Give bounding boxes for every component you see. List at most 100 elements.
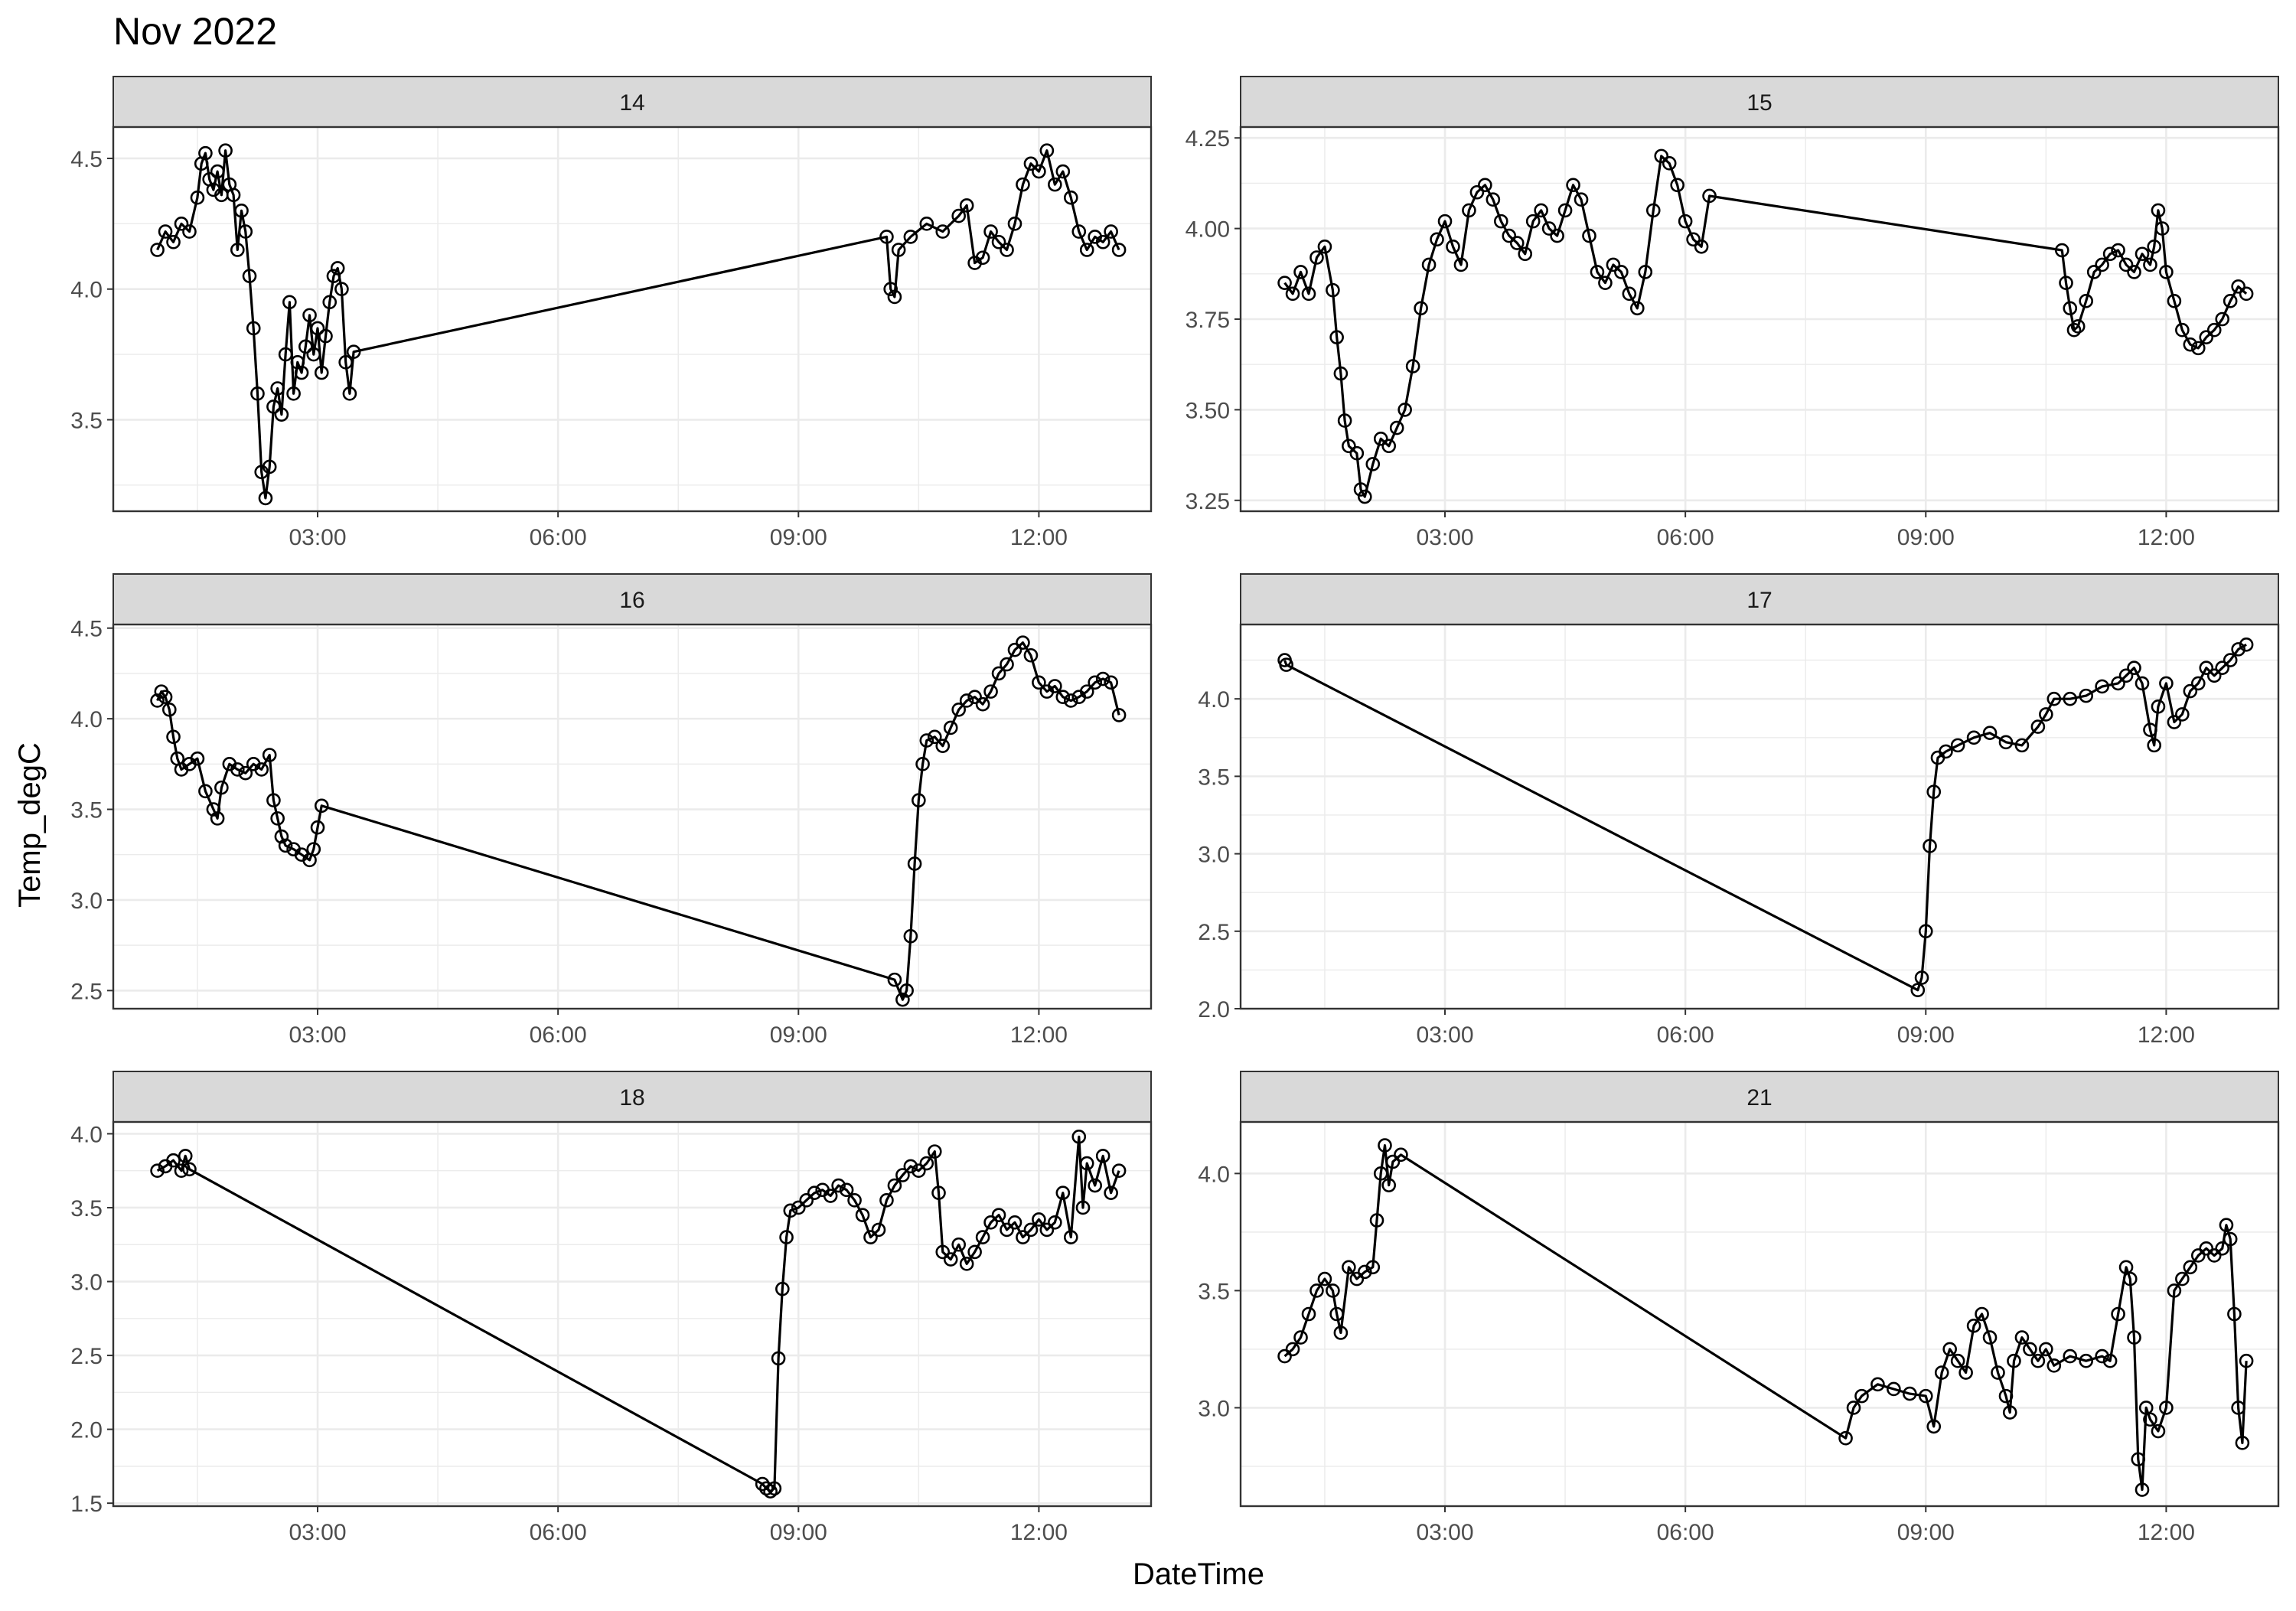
data-point	[1509, 236, 1525, 250]
data-point	[2154, 221, 2170, 236]
x-tick-label: 12:00	[1010, 1022, 1068, 1048]
data-point	[871, 1222, 886, 1238]
data-point	[1854, 1388, 1869, 1404]
data-point	[1342, 1260, 1356, 1275]
data-point	[1462, 203, 1476, 218]
data-point	[230, 243, 245, 257]
data-point	[2159, 265, 2174, 279]
panel-15: 15 03:00 06:00 09:00 12:00 3.25 3.50 3.75 4.00 4.…	[1186, 76, 2280, 550]
data-point	[2102, 246, 2118, 262]
data-point	[2023, 1342, 2037, 1357]
data-point	[1104, 1185, 1118, 1200]
data-point	[1910, 983, 1926, 998]
x-tick-label: 09:00	[1897, 1022, 1955, 1048]
y-tick-label: 3.5	[70, 1196, 103, 1221]
data-point	[2239, 1353, 2254, 1368]
data-point	[2039, 1342, 2053, 1357]
data-point	[1016, 177, 1030, 192]
data-point	[1638, 265, 1653, 279]
y-tick-label: 3.50	[1186, 398, 1230, 423]
data-point	[1016, 1230, 1030, 1244]
data-point	[839, 1182, 854, 1198]
data-point	[2014, 1330, 2030, 1345]
data-point	[1378, 1138, 1392, 1153]
data-point	[1007, 217, 1022, 231]
data-point	[887, 289, 902, 305]
data-point	[2215, 311, 2230, 327]
data-point	[951, 702, 966, 717]
data-point	[2059, 276, 2073, 290]
y-tick-label: 3.5	[70, 408, 103, 433]
data-point	[1055, 1185, 1071, 1200]
data-point	[1606, 257, 1621, 272]
data-point	[1277, 1348, 1292, 1364]
data-point	[2095, 679, 2109, 694]
data-point	[1541, 221, 1557, 236]
data-point	[1582, 228, 1596, 243]
panels-layer: 14 03:00 06:00 09:00 12:00 3.5 4.0 4.5 15 03:00 06…	[70, 76, 2280, 1545]
data-point	[1453, 257, 1469, 272]
data-point	[2175, 1271, 2190, 1287]
panel-21: 21 03:00 06:00 09:00 12:00 3.0 3.5 4.0	[1198, 1071, 2280, 1545]
facet-strip-label: 21	[1746, 1085, 1772, 1110]
data-point	[1095, 671, 1110, 686]
x-tick-label: 09:00	[770, 1520, 827, 1545]
data-point	[1285, 286, 1300, 302]
data-point	[1007, 642, 1022, 657]
y-tick-label: 4.0	[70, 1122, 103, 1147]
data-point	[286, 386, 301, 401]
data-point	[2219, 1218, 2234, 1232]
panel-border	[112, 126, 1153, 513]
data-point	[158, 224, 173, 239]
y-tick-label: 4.00	[1186, 217, 1230, 243]
data-point	[346, 344, 361, 359]
data-point	[2030, 719, 2046, 734]
data-point	[931, 1185, 946, 1200]
panel-border	[1239, 1120, 2280, 1508]
data-point	[2167, 294, 2182, 308]
data-point	[2231, 642, 2245, 657]
data-point	[1397, 403, 1412, 417]
data-point	[2199, 1241, 2214, 1256]
data-point	[771, 1351, 786, 1366]
data-point	[755, 1476, 770, 1492]
data-point	[1950, 1353, 1965, 1368]
data-point	[254, 762, 269, 777]
data-point	[919, 217, 934, 231]
x-axis-title: DateTime	[1133, 1557, 1264, 1591]
data-point	[1048, 1215, 1062, 1230]
y-tick-label: 2.0	[70, 1418, 103, 1443]
data-point	[2066, 322, 2082, 338]
data-point	[1095, 1149, 1110, 1163]
y-tick-label: 2.5	[1198, 920, 1230, 945]
data-point	[314, 798, 329, 814]
data-point	[1614, 265, 1629, 279]
data-point	[1846, 1401, 1861, 1415]
data-point	[1293, 265, 1308, 279]
data-point	[198, 145, 213, 161]
data-point	[262, 459, 277, 474]
data-point	[879, 230, 894, 244]
data-point	[1518, 246, 1533, 262]
x-tick-label: 09:00	[1897, 1520, 1955, 1545]
series-line	[1283, 155, 2248, 498]
data-point	[1934, 1365, 1949, 1380]
data-point	[1645, 203, 1661, 218]
data-point	[1566, 178, 1580, 193]
data-point	[190, 190, 205, 205]
data-point	[2118, 668, 2134, 683]
facet-strip	[113, 573, 1152, 625]
data-point	[250, 386, 265, 401]
panel-background	[113, 625, 1151, 1009]
data-point	[991, 666, 1006, 681]
data-point	[983, 224, 998, 239]
y-tick-label: 4.0	[70, 707, 103, 732]
data-point	[1678, 214, 1693, 229]
data-point	[1301, 1306, 1316, 1322]
x-tick-label: 06:00	[1657, 1022, 1714, 1048]
data-point	[2151, 1423, 2166, 1439]
data-point	[1063, 1230, 1078, 1244]
panel-background	[113, 127, 1151, 511]
data-point	[1317, 239, 1332, 254]
data-point	[1950, 738, 1965, 753]
